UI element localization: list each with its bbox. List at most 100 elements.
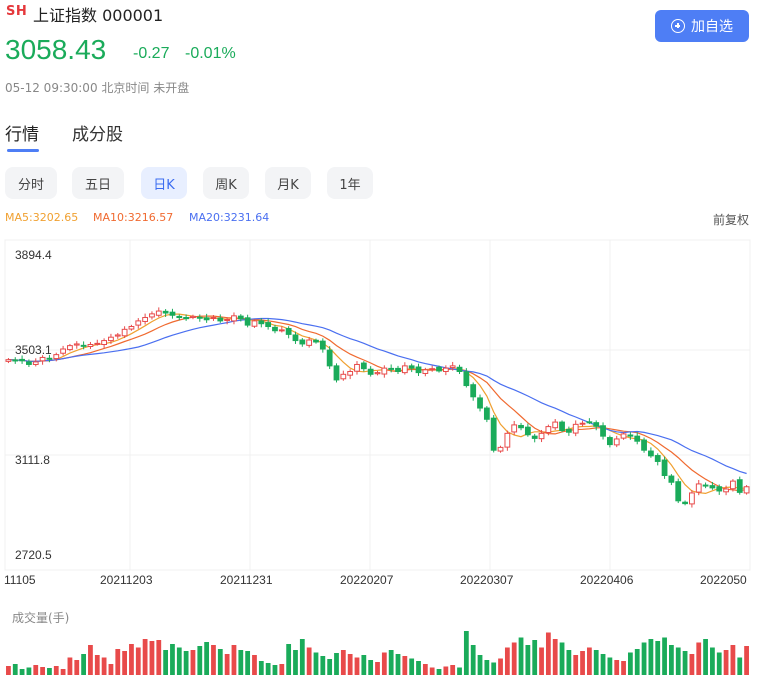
volume-bar (409, 658, 415, 675)
current-price: 3058.43 (5, 34, 107, 65)
volume-bar (416, 661, 421, 675)
candle-down (333, 365, 340, 381)
candle-down (436, 366, 442, 372)
candle-up (689, 492, 695, 505)
candle-down (183, 317, 190, 320)
ma5-value: MA5:3202.65 (5, 211, 79, 224)
volume-bar (19, 669, 25, 675)
candle-up (449, 365, 456, 369)
ma10-value: MA10:3216.57 (93, 211, 174, 224)
candle-up (613, 438, 620, 446)
candle-down (600, 425, 606, 437)
candle-up (743, 486, 750, 494)
candle-up (511, 424, 518, 433)
volume-bar (135, 647, 141, 675)
candle-down (388, 367, 395, 370)
volume-bar (614, 660, 620, 675)
candle-up (695, 483, 702, 493)
volume-bars (6, 631, 749, 675)
volume-bar (730, 645, 736, 675)
volume-bar (375, 662, 380, 675)
volume-bar (33, 665, 39, 675)
volume-bar (53, 666, 59, 675)
candle-up (231, 315, 237, 322)
candle-down (586, 421, 593, 424)
volume-bar (395, 654, 401, 675)
period-monthly-k-button[interactable]: 月K (265, 167, 311, 199)
volume-bar (627, 652, 633, 675)
candle-down (272, 326, 278, 332)
volume-bar (559, 642, 565, 675)
candle-down (709, 485, 716, 489)
candle-up (5, 359, 12, 362)
volume-bar (320, 656, 326, 675)
x-tick-label: 11105 (4, 573, 36, 587)
add-watchlist-label: 加自选 (691, 19, 733, 35)
volume-bar (470, 645, 476, 675)
volume-bar (163, 650, 169, 675)
candle-up (73, 343, 80, 346)
volume-bar (422, 664, 428, 675)
volume-bar (655, 641, 661, 675)
candle-down (19, 358, 25, 362)
period-intraday-button[interactable]: 分时 (5, 167, 57, 199)
period-5day-button[interactable]: 五日 (72, 167, 124, 199)
candle-down (565, 428, 572, 433)
volume-bar (498, 658, 503, 675)
volume-bar (511, 642, 517, 675)
volume-bar (354, 657, 360, 675)
candle-down (702, 484, 709, 487)
candle-down (299, 339, 306, 345)
volume-bar (381, 652, 387, 675)
candle-up (401, 365, 408, 374)
ma-lines (8, 313, 747, 495)
market-badge: SH (6, 4, 28, 19)
candle-up (429, 368, 436, 371)
y-tick-label: 3111.8 (15, 453, 50, 467)
candle-down (641, 439, 647, 451)
price-change: -0.27 (133, 45, 170, 62)
period-daily-k-button[interactable]: 日K (141, 167, 187, 199)
candle-up (572, 423, 579, 434)
candle-up (39, 356, 46, 362)
candle-up (442, 367, 449, 372)
x-tick-label: 20211203 (100, 573, 153, 587)
volume-bar (94, 655, 100, 675)
candle-down (661, 459, 668, 477)
candle-up (108, 336, 114, 342)
candle-up (135, 320, 142, 326)
candle-down (12, 359, 19, 362)
candle-down (169, 311, 176, 316)
candle-down (176, 315, 183, 319)
x-axis-labels: 11105 20211203 20211231 20220207 20220307 202… (4, 573, 747, 587)
volume-bar (648, 639, 654, 675)
volume-bar (361, 655, 367, 675)
volume-bar (149, 641, 155, 675)
volume-bar (88, 645, 93, 675)
candle-down (477, 397, 483, 409)
period-weekly-k-button[interactable]: 周K (203, 167, 249, 199)
candle-up (121, 328, 128, 337)
volume-bar (299, 639, 305, 675)
candle-down (367, 368, 374, 375)
add-watchlist-button[interactable]: 加自选 (655, 10, 749, 42)
volume-bar (197, 646, 203, 675)
volume-bar (129, 644, 134, 675)
kline-chart[interactable]: 3894.4 3503.1 3111.8 2720.5 11105 20211203 20… (0, 230, 757, 590)
tab-quotes[interactable]: 行情 (5, 125, 39, 145)
candle-up (87, 344, 94, 347)
candle-down (456, 366, 463, 372)
volume-bar (204, 642, 210, 675)
period-1year-button[interactable]: 1年 (327, 167, 373, 199)
tab-constituents[interactable]: 成分股 (72, 125, 123, 145)
candle-down (682, 501, 688, 505)
volume-bar (545, 632, 551, 675)
candle-down (606, 437, 613, 446)
candle-down (490, 417, 497, 451)
candle-up (114, 334, 121, 337)
volume-bar (101, 657, 107, 675)
volume-bar (340, 650, 346, 675)
candle-up (340, 373, 347, 380)
volume-bar (211, 645, 216, 675)
price-adjust-toggle[interactable]: 前复权 (713, 213, 750, 227)
